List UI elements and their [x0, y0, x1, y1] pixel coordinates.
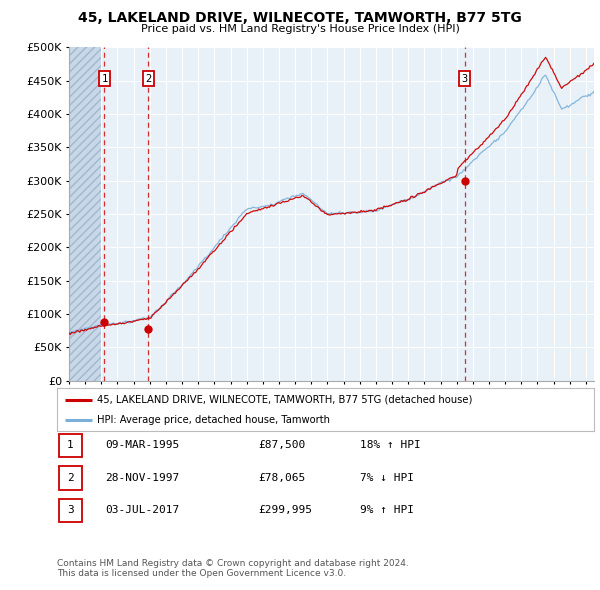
Text: 9% ↑ HPI: 9% ↑ HPI: [360, 506, 414, 515]
Text: 03-JUL-2017: 03-JUL-2017: [105, 506, 179, 515]
Text: HPI: Average price, detached house, Tamworth: HPI: Average price, detached house, Tamw…: [97, 415, 330, 425]
Text: 28-NOV-1997: 28-NOV-1997: [105, 473, 179, 483]
Text: £78,065: £78,065: [258, 473, 305, 483]
Text: 09-MAR-1995: 09-MAR-1995: [105, 441, 179, 450]
Text: 2: 2: [145, 74, 151, 84]
Bar: [69, 47, 101, 381]
Text: 18% ↑ HPI: 18% ↑ HPI: [360, 441, 421, 450]
Text: 45, LAKELAND DRIVE, WILNECOTE, TAMWORTH, B77 5TG (detached house): 45, LAKELAND DRIVE, WILNECOTE, TAMWORTH,…: [97, 395, 473, 405]
Text: 3: 3: [67, 506, 74, 515]
Text: 1: 1: [67, 441, 74, 450]
Text: £299,995: £299,995: [258, 506, 312, 515]
Text: 7% ↓ HPI: 7% ↓ HPI: [360, 473, 414, 483]
Text: 1: 1: [101, 74, 107, 84]
Text: Price paid vs. HM Land Registry's House Price Index (HPI): Price paid vs. HM Land Registry's House …: [140, 24, 460, 34]
Text: £87,500: £87,500: [258, 441, 305, 450]
Text: 45, LAKELAND DRIVE, WILNECOTE, TAMWORTH, B77 5TG: 45, LAKELAND DRIVE, WILNECOTE, TAMWORTH,…: [78, 11, 522, 25]
Text: 3: 3: [461, 74, 468, 84]
Text: Contains HM Land Registry data © Crown copyright and database right 2024.
This d: Contains HM Land Registry data © Crown c…: [57, 559, 409, 578]
Text: 2: 2: [67, 473, 74, 483]
